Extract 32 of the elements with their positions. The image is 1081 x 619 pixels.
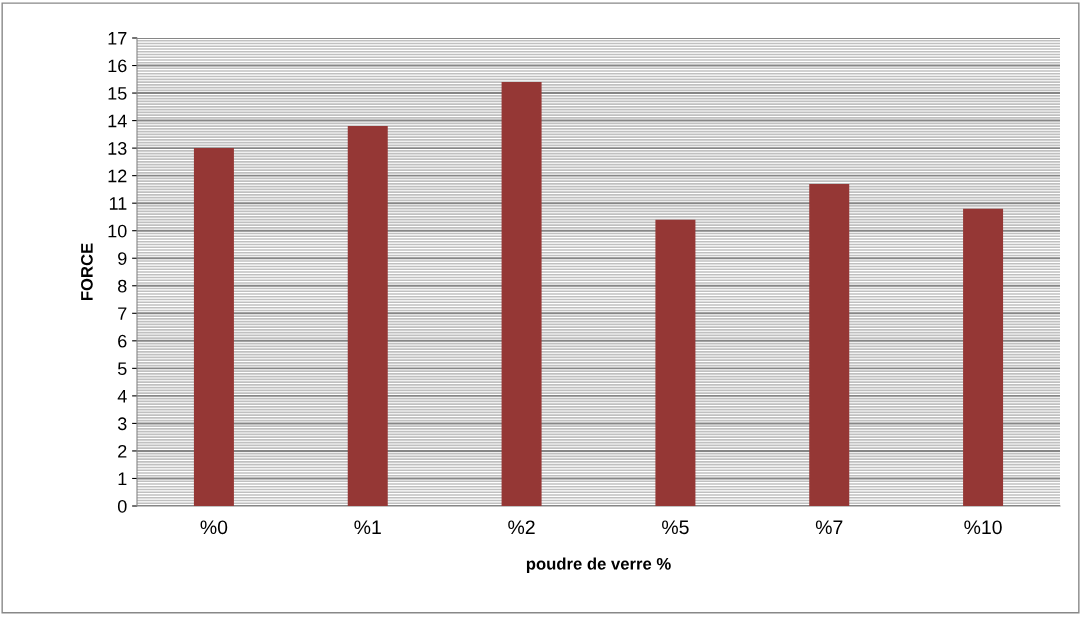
bar (193, 148, 234, 506)
y-tick-label: 3 (117, 417, 127, 431)
y-tick-label: 14 (108, 114, 127, 128)
y-tick-label: 15 (108, 87, 127, 100)
y-axis-title: FORCE (80, 243, 93, 301)
bar (347, 126, 388, 506)
x-tick-label: %5 (662, 520, 689, 535)
x-tick-label: %0 (200, 520, 228, 535)
y-tick-label: 12 (108, 169, 127, 183)
bar (809, 183, 850, 506)
y-tick-label: 0 (117, 499, 127, 513)
x-axis-title: poudre de verre % (526, 557, 671, 573)
x-tick-label: %1 (354, 520, 381, 535)
y-tick-label: 11 (109, 197, 127, 210)
y-tick-label: 10 (108, 224, 127, 238)
y-tick-label: 2 (118, 444, 127, 458)
y-tick-label: 6 (118, 334, 127, 348)
y-tick-label: 8 (118, 279, 127, 293)
x-tick-label: %10 (964, 520, 1002, 535)
y-tick-label: 4 (117, 390, 127, 403)
y-tick-label: 17 (108, 32, 127, 45)
x-tick-label: %2 (508, 520, 535, 535)
y-tick-label: 13 (108, 142, 127, 155)
y-tick-label: 7 (118, 307, 127, 320)
y-tick-label: 16 (108, 59, 127, 73)
bar (963, 208, 1004, 506)
y-tick-label: 5 (117, 362, 127, 376)
y-tick-label: 9 (118, 252, 127, 265)
bar (655, 219, 696, 506)
x-tick-label: %7 (815, 520, 843, 535)
bar (501, 82, 542, 506)
y-tick-label: 1 (118, 472, 127, 486)
